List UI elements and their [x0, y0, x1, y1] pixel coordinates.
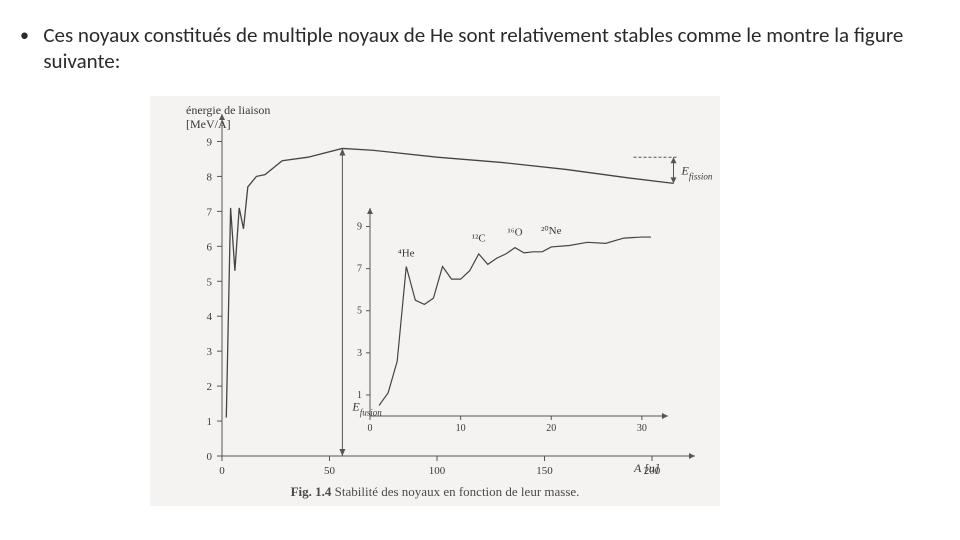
- svg-text:9: 9: [207, 136, 213, 148]
- svg-text:1: 1: [357, 390, 362, 401]
- svg-text:10: 10: [456, 423, 466, 434]
- svg-text:0: 0: [219, 465, 225, 476]
- svg-text:2: 2: [207, 381, 213, 393]
- bullet-row: • Ces noyaux constitués de multiple noya…: [20, 22, 940, 74]
- figure: énergie de liaison[MeV/A]A [u]0501001502…: [150, 96, 720, 506]
- svg-text:7: 7: [207, 206, 213, 218]
- caption-figno: Fig. 1.4: [291, 484, 332, 499]
- figure-caption: Fig. 1.4 Stabilité des noyaux en fonctio…: [150, 484, 720, 500]
- svg-text:30: 30: [637, 423, 647, 434]
- svg-text:200: 200: [644, 465, 661, 476]
- svg-text:7: 7: [357, 264, 362, 275]
- svg-text:¹⁶O: ¹⁶O: [507, 226, 522, 238]
- caption-text: Stabilité des noyaux en fonction de leur…: [331, 484, 579, 499]
- svg-text:1: 1: [207, 416, 213, 428]
- svg-text:8: 8: [207, 171, 213, 183]
- svg-text:Efission: Efission: [681, 163, 713, 181]
- svg-text:0: 0: [368, 423, 373, 434]
- svg-text:4: 4: [207, 311, 213, 323]
- svg-text:¹²C: ¹²C: [472, 233, 486, 245]
- svg-text:3: 3: [357, 348, 362, 359]
- svg-text:énergie de liaison: énergie de liaison: [186, 103, 270, 117]
- svg-text:20: 20: [546, 423, 556, 434]
- binding-energy-chart: énergie de liaison[MeV/A]A [u]0501001502…: [150, 96, 720, 476]
- svg-text:5: 5: [357, 306, 362, 317]
- svg-text:Efusion: Efusion: [351, 400, 382, 418]
- svg-text:²⁰Ne: ²⁰Ne: [541, 225, 562, 237]
- svg-text:150: 150: [536, 465, 553, 476]
- svg-text:9: 9: [357, 222, 362, 233]
- bullet-dot: •: [20, 22, 33, 48]
- bullet-text: Ces noyaux constitués de multiple noyaux…: [43, 22, 940, 74]
- svg-text:100: 100: [429, 465, 446, 476]
- svg-text:3: 3: [207, 346, 213, 358]
- svg-text:⁴He: ⁴He: [398, 247, 415, 259]
- svg-text:5: 5: [207, 276, 213, 288]
- svg-text:0: 0: [207, 451, 213, 463]
- svg-text:6: 6: [207, 241, 213, 253]
- svg-text:50: 50: [324, 465, 336, 476]
